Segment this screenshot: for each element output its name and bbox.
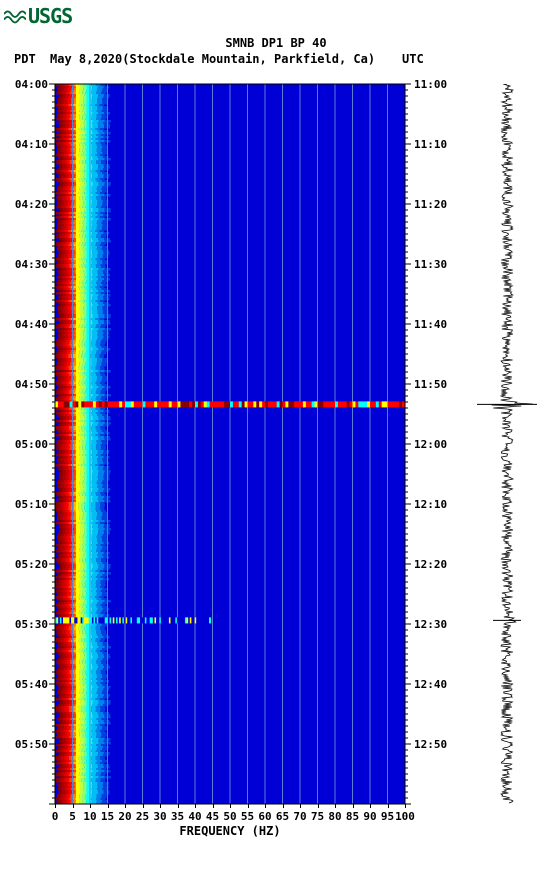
x-label: 35 bbox=[171, 810, 184, 823]
x-label: 80 bbox=[328, 810, 341, 823]
x-label: 95 bbox=[381, 810, 394, 823]
x-label: 50 bbox=[223, 810, 236, 823]
x-label: 25 bbox=[136, 810, 149, 823]
x-tick bbox=[195, 804, 196, 808]
y-right-label: 11:40 bbox=[414, 318, 447, 331]
x-tick bbox=[335, 804, 336, 808]
date-location: May 8,2020(Stockdale Mountain, Parkfield… bbox=[50, 52, 375, 66]
x-tick bbox=[160, 804, 161, 808]
x-tick bbox=[388, 804, 389, 808]
y-right-label: 11:20 bbox=[414, 198, 447, 211]
wave-icon bbox=[4, 6, 26, 26]
x-label: 70 bbox=[293, 810, 306, 823]
usgs-logo: USGS bbox=[4, 4, 72, 28]
x-label: 90 bbox=[363, 810, 376, 823]
x-label: 45 bbox=[206, 810, 219, 823]
x-label: 75 bbox=[311, 810, 324, 823]
y-left-label: 04:20 bbox=[15, 198, 48, 211]
y-left-label: 05:20 bbox=[15, 558, 48, 571]
x-label: 15 bbox=[101, 810, 114, 823]
y-left-label: 05:50 bbox=[15, 738, 48, 751]
y-axis-left: 04:0004:1004:2004:3004:4004:5005:0005:10… bbox=[6, 84, 54, 804]
x-label: 5 bbox=[69, 810, 76, 823]
y-axis-right: 11:0011:1011:2011:3011:4011:5012:0012:10… bbox=[408, 84, 456, 804]
y-left-label: 05:00 bbox=[15, 438, 48, 451]
x-label: 65 bbox=[276, 810, 289, 823]
y-left-label: 05:40 bbox=[15, 678, 48, 691]
spectrogram-chart bbox=[55, 84, 405, 804]
y-left-label: 05:30 bbox=[15, 618, 48, 631]
x-tick bbox=[265, 804, 266, 808]
y-right-label: 11:30 bbox=[414, 258, 447, 271]
x-tick bbox=[213, 804, 214, 808]
logo-text: USGS bbox=[28, 4, 72, 28]
x-tick bbox=[73, 804, 74, 808]
x-label: 20 bbox=[118, 810, 131, 823]
x-tick bbox=[353, 804, 354, 808]
y-right-label: 11:10 bbox=[414, 138, 447, 151]
y-right-label: 12:30 bbox=[414, 618, 447, 631]
y-right-label: 12:10 bbox=[414, 498, 447, 511]
y-right-label: 11:00 bbox=[414, 78, 447, 91]
y-right-label: 12:20 bbox=[414, 558, 447, 571]
y-left-label: 04:10 bbox=[15, 138, 48, 151]
utc-label: UTC bbox=[402, 52, 424, 66]
x-axis-title: FREQUENCY (HZ) bbox=[55, 824, 405, 838]
x-tick bbox=[230, 804, 231, 808]
x-label: 40 bbox=[188, 810, 201, 823]
y-right-label: 12:50 bbox=[414, 738, 447, 751]
y-right-label: 12:00 bbox=[414, 438, 447, 451]
x-label: 55 bbox=[241, 810, 254, 823]
chart-title: SMNB DP1 BP 40 bbox=[0, 36, 552, 50]
y-left-label: 04:40 bbox=[15, 318, 48, 331]
waveform-panel bbox=[472, 84, 542, 804]
x-tick bbox=[318, 804, 319, 808]
x-tick bbox=[405, 804, 406, 808]
y-left-label: 04:30 bbox=[15, 258, 48, 271]
x-tick bbox=[178, 804, 179, 808]
y-right-label: 12:40 bbox=[414, 678, 447, 691]
x-label: 85 bbox=[346, 810, 359, 823]
y-left-label: 04:50 bbox=[15, 378, 48, 391]
y-left-label: 05:10 bbox=[15, 498, 48, 511]
y-right-label: 11:50 bbox=[414, 378, 447, 391]
x-label: 10 bbox=[83, 810, 96, 823]
x-tick bbox=[143, 804, 144, 808]
x-label: 100 bbox=[395, 810, 415, 823]
x-label: 0 bbox=[52, 810, 59, 823]
y-left-label: 04:00 bbox=[15, 78, 48, 91]
x-tick bbox=[300, 804, 301, 808]
x-tick bbox=[248, 804, 249, 808]
x-tick bbox=[283, 804, 284, 808]
x-tick bbox=[125, 804, 126, 808]
x-tick bbox=[108, 804, 109, 808]
x-tick bbox=[90, 804, 91, 808]
x-label: 30 bbox=[153, 810, 166, 823]
x-tick bbox=[55, 804, 56, 808]
pdt-label: PDT bbox=[14, 52, 36, 66]
x-tick bbox=[370, 804, 371, 808]
x-label: 60 bbox=[258, 810, 271, 823]
